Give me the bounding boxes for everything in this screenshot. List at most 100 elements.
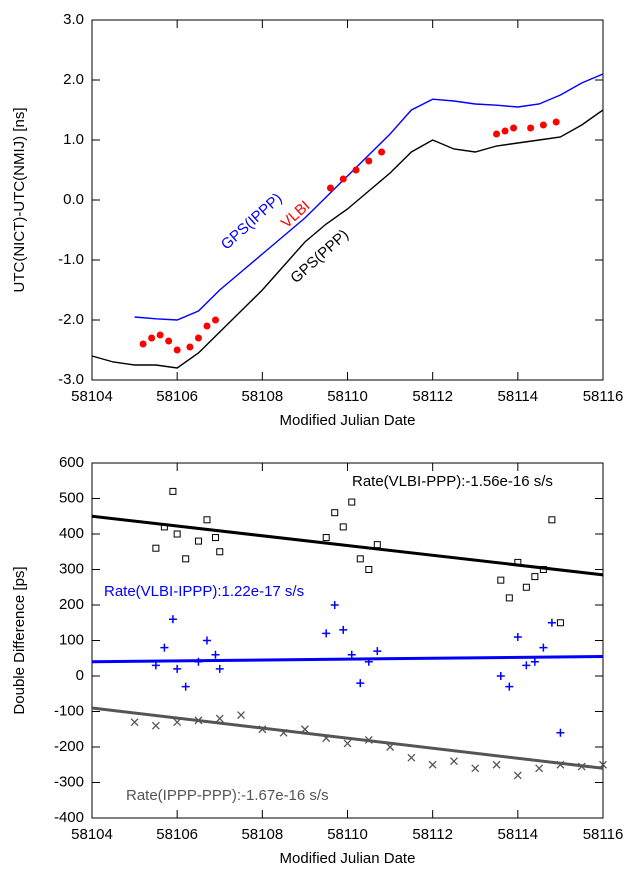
annotation: Rate(VLBI-PPP):-1.56e-16 s/s (352, 473, 553, 490)
vlbi-point (186, 343, 194, 351)
fit-line (91, 706, 604, 770)
square-point (173, 530, 181, 538)
vlbi-point (156, 331, 164, 339)
vlbi-point (539, 121, 547, 129)
x-tick-label: 58112 (412, 388, 453, 405)
x-tick-label: 58114 (498, 388, 539, 405)
x-tick-label: 58110 (327, 826, 368, 843)
x-tick-label: 58108 (241, 826, 283, 843)
vlbi-point (148, 334, 156, 342)
y-tick-label: 300 (59, 560, 84, 577)
x-tick-label: 58106 (156, 826, 198, 843)
square-point (169, 487, 177, 495)
plus-point (522, 661, 531, 670)
cross-point (428, 760, 437, 769)
cross-point (343, 739, 352, 748)
y-tick-label: -1.0 (58, 251, 84, 268)
square-point (211, 534, 219, 542)
plus-point (347, 650, 356, 659)
annotation: Rate(IPPP-PPP):-1.67e-16 s/s (126, 787, 329, 804)
cross-point (173, 718, 182, 727)
vlbi-point (552, 118, 560, 126)
vlbi-point (165, 337, 173, 345)
x-axis-label: Modified Julian Date (280, 412, 416, 429)
y-tick-label: 400 (59, 525, 84, 542)
plus-point (168, 615, 177, 624)
annotation: GPS(PPP) (287, 226, 352, 287)
square-point (497, 576, 505, 584)
plus-point (151, 661, 160, 670)
square-point (365, 566, 373, 573)
vlbi-point (194, 334, 202, 342)
y-tick-label: -100 (54, 702, 84, 719)
y-tick-label: 1.0 (63, 131, 84, 148)
plus-point (547, 618, 556, 627)
fit-line (91, 514, 604, 577)
plus-point (215, 664, 224, 673)
y-tick-label: 500 (59, 489, 84, 506)
y-tick-label: -3.0 (58, 371, 84, 388)
y-tick-label: 3.0 (63, 11, 84, 28)
x-tick-label: 58110 (327, 388, 368, 405)
plus-point (496, 672, 505, 680)
cross-point (407, 753, 416, 762)
y-tick-label: -200 (54, 738, 84, 755)
square-point (339, 523, 347, 531)
y-tick-label: 100 (59, 631, 84, 648)
x-tick-label: 58106 (156, 388, 198, 405)
plus-point (211, 650, 220, 659)
x-tick-label: 58114 (498, 826, 539, 843)
plus-point (539, 643, 548, 652)
data-line (91, 109, 604, 369)
square-point (505, 594, 513, 602)
cross-point (513, 771, 522, 780)
y-axis-label: Double Difference [ps] (11, 566, 28, 714)
square-point (182, 555, 190, 563)
y-tick-label: 200 (59, 596, 84, 613)
x-axis-label: Modified Julian Date (280, 850, 416, 867)
vlbi-point (510, 124, 518, 132)
cross-point (215, 714, 224, 723)
square-point (203, 516, 211, 524)
plot-frame (91, 19, 604, 381)
plus-point (181, 682, 190, 691)
cross-point (237, 711, 246, 720)
cross-point (535, 764, 544, 773)
annotation: Rate(VLBI-IPPP):1.22e-17 s/s (104, 583, 304, 600)
square-point (522, 583, 530, 591)
plus-point (202, 636, 211, 645)
y-tick-label: 0 (76, 667, 84, 684)
cross-point (449, 757, 458, 766)
y-tick-label: -300 (54, 773, 84, 790)
cross-point (151, 721, 160, 730)
y-tick-label: 0.0 (63, 191, 84, 208)
plus-point (322, 629, 331, 638)
vlbi-point (352, 166, 360, 174)
square-point (373, 541, 381, 549)
x-tick-label: 58108 (241, 388, 283, 405)
y-tick-label: 600 (59, 454, 84, 471)
square-point (322, 534, 330, 542)
plus-point (356, 679, 365, 688)
square-point (348, 498, 356, 506)
x-tick-label: 58104 (71, 388, 113, 405)
vlbi-point (501, 127, 509, 135)
x-tick-label: 58116 (583, 826, 624, 843)
plus-point (505, 682, 514, 691)
plus-point (513, 632, 522, 641)
plus-point (160, 643, 169, 652)
square-point (548, 516, 556, 524)
vlbi-point (365, 157, 373, 165)
square-point (194, 537, 202, 545)
square-point (556, 619, 564, 627)
square-point (216, 548, 224, 556)
vlbi-point (527, 124, 535, 132)
cross-point (492, 760, 501, 769)
vlbi-point (211, 316, 219, 324)
vlbi-point (139, 340, 147, 348)
x-tick-label: 58116 (583, 388, 624, 405)
plus-point (173, 664, 182, 673)
cross-point (130, 718, 139, 727)
plus-point (373, 647, 382, 656)
square-point (356, 555, 364, 563)
